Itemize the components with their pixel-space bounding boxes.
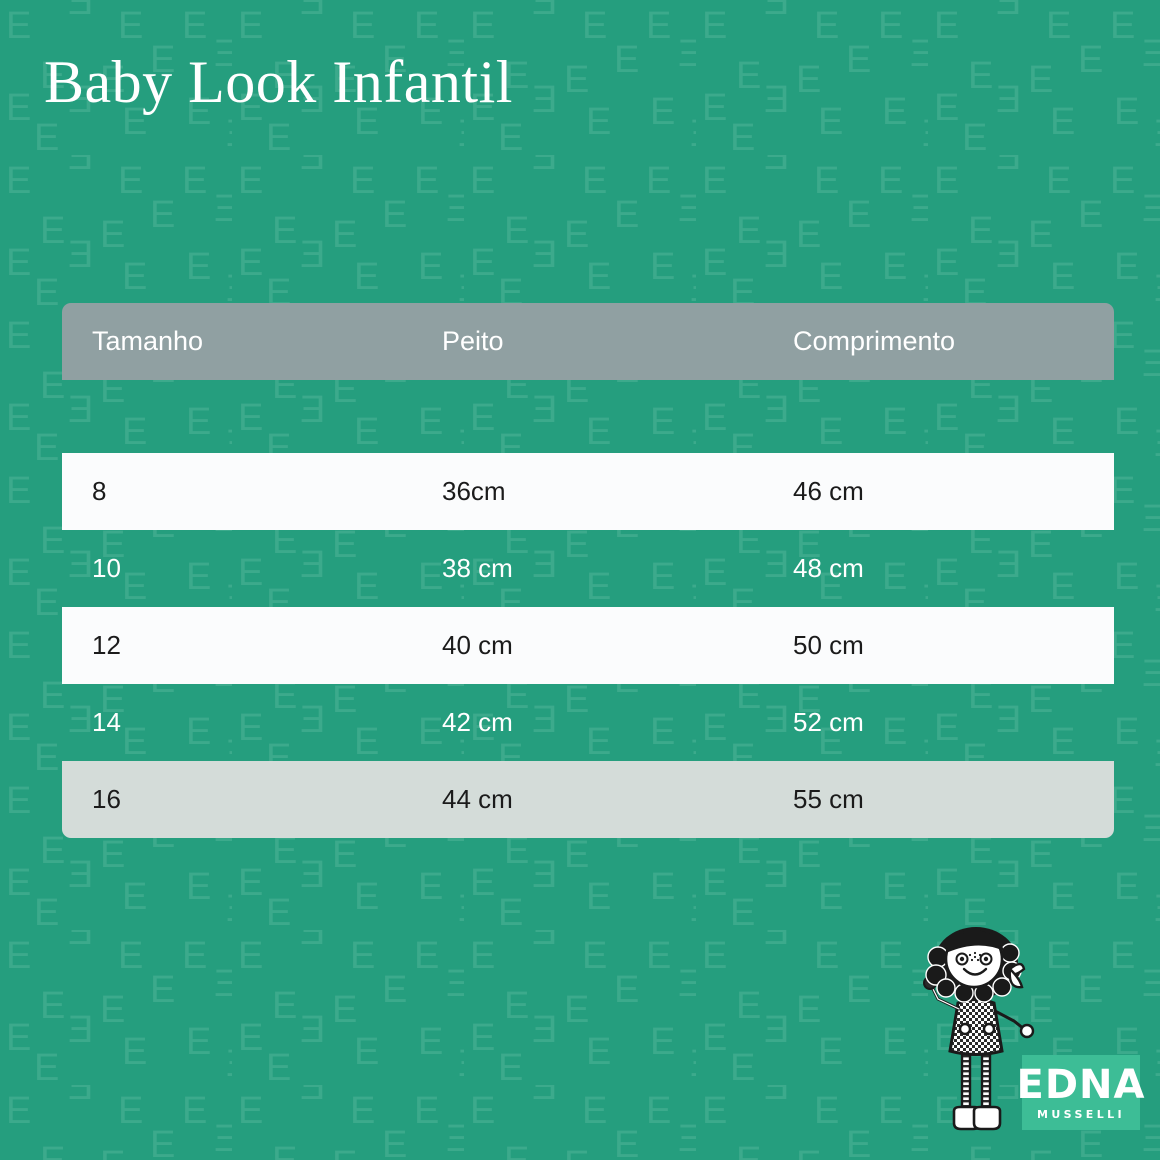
cell-comprimento: 55 cm [793, 784, 864, 814]
cell-comprimento: 52 cm [793, 707, 864, 737]
table-row: 8 36cm 46 cm [62, 453, 1114, 530]
table-header-row: Tamanho Peito Comprimento [62, 303, 1114, 380]
brand-wordmark: EDNA MUSSELLI [1017, 1055, 1144, 1130]
column-header-peito: Peito [442, 326, 504, 356]
cell-peito: 42 cm [442, 707, 513, 737]
table-row: 12 40 cm 50 cm [62, 607, 1114, 684]
column-header-comprimento: Comprimento [793, 326, 956, 356]
page-title: Baby Look Infantil [44, 49, 513, 115]
cell-peito: 44 cm [442, 784, 513, 814]
table-row: 16 44 cm 55 cm [62, 761, 1114, 838]
table-row: 10 38 cm 48 cm [62, 530, 1114, 607]
brand-logo: EDNA MUSSELLI [912, 925, 1148, 1143]
cell-tamanho: 12 [92, 630, 121, 660]
table-row: 14 42 cm 52 cm [62, 684, 1114, 761]
cell-comprimento: 48 cm [793, 553, 864, 583]
cell-peito: 40 cm [442, 630, 513, 660]
cell-comprimento: 50 cm [793, 630, 864, 660]
cell-tamanho: 16 [92, 784, 121, 814]
cell-peito: 36cm [442, 476, 506, 506]
cell-comprimento: 46 cm [793, 476, 864, 506]
column-header-tamanho: Tamanho [92, 326, 204, 356]
brand-name: EDNA [1016, 1062, 1146, 1108]
brand-subtitle: MUSSELLI [1036, 1108, 1126, 1121]
size-table: Tamanho Peito Comprimento 8 36cm 46 cm 1… [62, 303, 1114, 838]
cell-peito: 38 cm [442, 553, 513, 583]
cell-tamanho: 10 [92, 553, 121, 583]
cell-tamanho: 8 [92, 476, 107, 506]
girl-illustration-icon [912, 925, 1042, 1143]
cell-tamanho: 14 [92, 707, 121, 737]
header-body-gap [62, 380, 1114, 453]
